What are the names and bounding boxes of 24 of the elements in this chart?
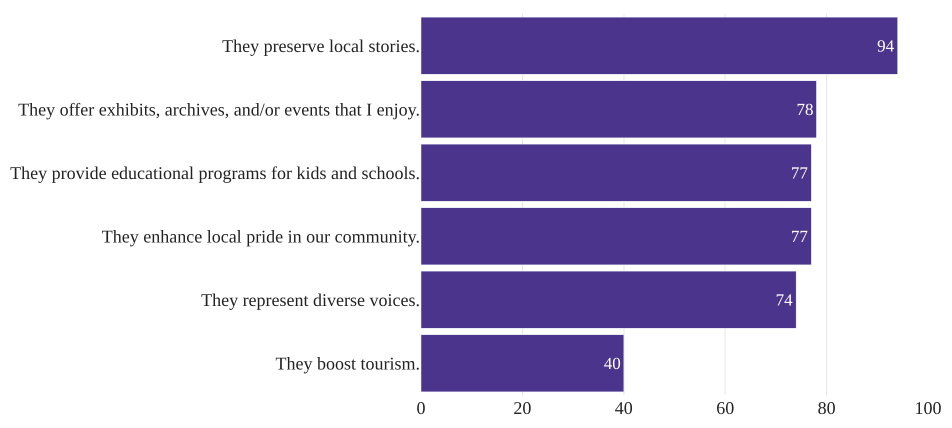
x-tick-label: 0 bbox=[416, 398, 426, 418]
data-label: 77 bbox=[790, 226, 808, 246]
bar bbox=[421, 334, 624, 392]
bar bbox=[421, 16, 898, 75]
bar bbox=[421, 207, 812, 266]
y-tick-label: They enhance local pride in our community. bbox=[102, 226, 420, 247]
x-tick-label: 40 bbox=[614, 398, 633, 418]
x-tick-label: 80 bbox=[818, 398, 836, 418]
x-tick-label: 60 bbox=[716, 398, 734, 418]
y-tick-label: They preserve local stories. bbox=[222, 36, 420, 56]
data-label: 77 bbox=[790, 163, 808, 182]
x-tick-label: 20 bbox=[513, 398, 532, 418]
y-tick-label: They represent diverse voices. bbox=[201, 290, 420, 310]
bar bbox=[421, 80, 817, 138]
data-label: 94 bbox=[877, 36, 895, 56]
data-label: 40 bbox=[604, 354, 621, 373]
bar bbox=[421, 270, 796, 329]
y-tick-label: They boost tourism. bbox=[276, 354, 420, 374]
y-tick-label: They provide educational programs for kids and schools. bbox=[10, 163, 420, 184]
data-label: 74 bbox=[776, 290, 794, 310]
x-tick-label: 100 bbox=[914, 398, 942, 418]
bar bbox=[421, 144, 812, 202]
data-label: 78 bbox=[796, 100, 814, 119]
y-tick-label: They offer exhibits, archives, and/or events that I enjoy. bbox=[18, 100, 420, 120]
